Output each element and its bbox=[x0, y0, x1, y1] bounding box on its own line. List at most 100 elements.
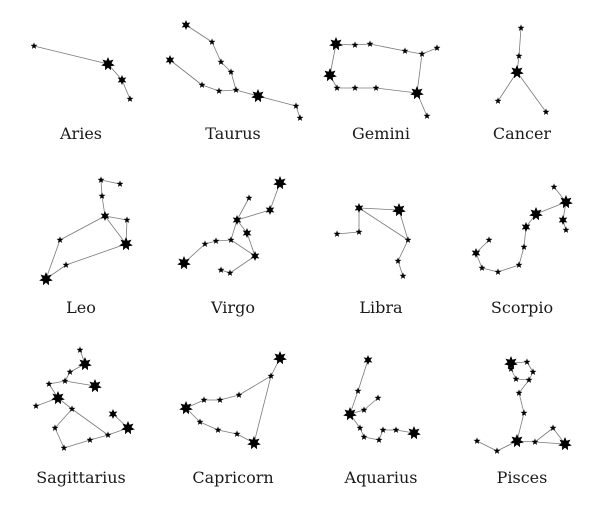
pisces-star-icon bbox=[504, 356, 518, 370]
capricorn-star-icon bbox=[273, 351, 287, 365]
sagittarius-link bbox=[54, 427, 65, 449]
gemini-link bbox=[354, 43, 371, 46]
aquarius-star-icon bbox=[363, 355, 373, 365]
sagittarius-star-icon bbox=[60, 444, 68, 451]
pisces-star-icon bbox=[558, 437, 572, 451]
taurus-star-icon bbox=[215, 87, 223, 94]
aries-star-icon bbox=[101, 57, 115, 71]
taurus-star-icon bbox=[208, 38, 216, 45]
gemini-star-icon bbox=[410, 86, 424, 100]
aries-star-icon bbox=[117, 75, 127, 85]
sagittarius-star-icon bbox=[121, 421, 135, 435]
sagittarius-link bbox=[64, 380, 96, 387]
taurus-star-icon bbox=[292, 102, 300, 109]
sagittarius-star-icon bbox=[66, 368, 74, 375]
pisces-star-icon bbox=[507, 365, 515, 372]
virgo-link bbox=[215, 239, 232, 242]
sagittarius-link bbox=[71, 408, 109, 436]
constellation-aquarius: Aquarius bbox=[343, 355, 421, 487]
libra-link bbox=[336, 231, 360, 235]
sagittarius-star-icon bbox=[45, 380, 53, 387]
capricorn-star-icon bbox=[233, 430, 241, 437]
aquarius-star-icon bbox=[379, 426, 387, 433]
scorpio-star-icon bbox=[515, 261, 523, 268]
cancer-star-icon bbox=[517, 24, 525, 31]
taurus-star-icon bbox=[251, 89, 265, 103]
constellation-taurus: Taurus bbox=[165, 20, 304, 143]
scorpio-star-icon bbox=[562, 226, 570, 233]
scorpio-link bbox=[518, 246, 525, 266]
virgo-star-icon bbox=[217, 266, 225, 273]
leo-link bbox=[100, 179, 121, 185]
libra-link bbox=[398, 209, 409, 241]
sagittarius-star-icon bbox=[51, 424, 59, 431]
virgo-star-icon bbox=[273, 176, 287, 190]
libra-star-icon bbox=[392, 203, 406, 217]
constellation-scorpio: Scorpio bbox=[471, 183, 573, 317]
aquarius-star-icon bbox=[343, 407, 357, 421]
constellation-label: Libra bbox=[359, 298, 403, 317]
constellation-label: Leo bbox=[66, 298, 96, 317]
capricorn-link bbox=[219, 394, 240, 401]
virgo-link bbox=[236, 209, 271, 221]
virgo-link bbox=[230, 219, 238, 241]
gemini-star-icon bbox=[423, 112, 431, 119]
gemini-star-icon bbox=[401, 47, 409, 54]
leo-link bbox=[65, 243, 127, 266]
cancer-star-icon bbox=[515, 52, 523, 59]
pisces-star-icon bbox=[531, 438, 539, 445]
leo-star-icon bbox=[98, 192, 106, 199]
libra-star-icon bbox=[394, 257, 402, 264]
taurus-link bbox=[230, 71, 237, 91]
taurus-link bbox=[169, 59, 203, 86]
pisces-link bbox=[534, 427, 554, 443]
aquarius-star-icon bbox=[392, 426, 400, 433]
virgo-link bbox=[246, 232, 256, 257]
leo-link bbox=[104, 215, 128, 221]
constellation-sagittarius: Sagittarius bbox=[32, 346, 135, 487]
aries-link bbox=[121, 79, 131, 100]
virgo-link bbox=[229, 255, 256, 274]
aquarius-link bbox=[363, 397, 379, 411]
pisces-star-icon bbox=[473, 437, 481, 444]
aries-link bbox=[33, 45, 109, 65]
constellation-label: Sagittarius bbox=[36, 468, 126, 487]
cancer-star-icon bbox=[494, 97, 502, 104]
sagittarius-link bbox=[48, 380, 66, 385]
virgo-link bbox=[230, 239, 256, 257]
gemini-star-icon bbox=[366, 40, 374, 47]
capricorn-link bbox=[253, 375, 272, 444]
aquarius-star-icon bbox=[374, 394, 382, 401]
gemini-star-icon bbox=[372, 84, 380, 91]
constellation-label: Cancer bbox=[493, 124, 552, 143]
leo-star-icon bbox=[97, 176, 105, 183]
capricorn-star-icon bbox=[196, 418, 204, 425]
sagittarius-star-icon bbox=[78, 357, 92, 371]
scorpio-star-icon bbox=[478, 264, 486, 271]
sagittarius-star-icon bbox=[108, 409, 118, 419]
gemini-star-icon bbox=[351, 84, 359, 91]
sagittarius-star-icon bbox=[104, 431, 112, 438]
scorpio-star-icon bbox=[559, 195, 573, 209]
taurus-star-icon bbox=[217, 58, 225, 65]
pisces-star-icon bbox=[515, 389, 523, 396]
pisces-link bbox=[476, 440, 498, 452]
constellation-label: Pisces bbox=[497, 468, 548, 487]
scorpio-star-icon bbox=[494, 268, 502, 275]
aries-star-icon bbox=[126, 95, 134, 102]
sagittarius-star-icon bbox=[61, 377, 69, 384]
constellation-aries: Aries bbox=[30, 42, 134, 143]
libra-star-icon bbox=[333, 230, 341, 237]
leo-star-icon bbox=[39, 272, 53, 286]
pisces-link bbox=[516, 412, 525, 442]
cancer-star-icon bbox=[510, 65, 524, 79]
scorpio-star-icon bbox=[529, 207, 543, 221]
gemini-star-icon bbox=[418, 50, 426, 57]
taurus-link bbox=[235, 89, 259, 97]
sagittarius-star-icon bbox=[51, 391, 65, 405]
sagittarius-star-icon bbox=[68, 405, 76, 412]
constellation-cancer: Cancer bbox=[493, 24, 552, 143]
constellation-label: Taurus bbox=[205, 124, 260, 143]
leo-star-icon bbox=[56, 236, 64, 243]
taurus-link bbox=[295, 105, 301, 119]
